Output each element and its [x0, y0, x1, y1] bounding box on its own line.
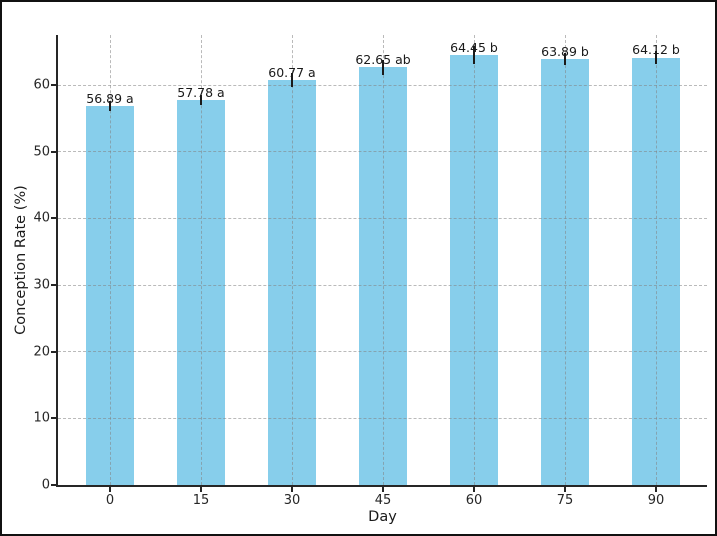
x-tick-mark: [291, 487, 293, 492]
y-tick-mark: [51, 150, 56, 153]
gridline-vertical: [200, 35, 202, 485]
bar-value-label: 64.12 b: [632, 42, 680, 58]
y-axis-spine: [56, 35, 58, 487]
y-tick-label: 40: [33, 210, 50, 226]
x-tick-label: 75: [556, 493, 574, 508]
x-tick-label: 90: [647, 493, 665, 508]
x-tick-mark: [200, 487, 202, 492]
y-tick-mark: [51, 284, 56, 286]
x-tick-label: 0: [105, 493, 115, 508]
x-tick-mark: [109, 487, 111, 492]
x-tick-mark: [382, 487, 384, 492]
bar-value-label: 60.77 a: [268, 64, 316, 80]
bar-value-label: 64.45 b: [450, 40, 498, 56]
bar-value-label: 63.89 b: [541, 43, 589, 59]
x-tick-mark: [473, 487, 475, 492]
y-tick-label: 60: [33, 77, 50, 93]
x-tick-label: 30: [283, 493, 301, 508]
x-axis-label: Day: [368, 509, 397, 525]
gridline-vertical: [564, 35, 566, 485]
error-bar: [473, 46, 475, 65]
y-tick-label: 50: [33, 144, 50, 160]
x-tick-mark: [564, 487, 566, 492]
x-tick-label: 15: [192, 493, 210, 508]
y-tick-mark: [51, 350, 56, 353]
plot-area: 56.89 a 57.78 a 60.77 a 62.65 ab 64.45 b 63.8…: [58, 35, 707, 485]
error-bar: [291, 73, 293, 87]
x-tick-mark: [655, 487, 657, 492]
gridline-vertical: [109, 35, 111, 485]
error-bar: [564, 53, 566, 66]
y-tick-label: 0: [41, 477, 50, 493]
y-tick-mark: [51, 484, 56, 486]
error-bar: [109, 100, 111, 111]
gridline-vertical: [382, 35, 384, 485]
y-tick-label: 10: [33, 410, 50, 426]
y-axis-label: Conception Rate (%): [13, 185, 29, 335]
error-bar: [382, 60, 384, 75]
x-axis-spine: [56, 485, 707, 487]
error-bar: [200, 94, 202, 105]
y-tick-label: 30: [33, 277, 50, 293]
y-tick-mark: [51, 217, 56, 220]
gridline-vertical: [655, 35, 657, 485]
bar-value-label: 57.78 a: [177, 84, 225, 100]
x-tick-label: 45: [374, 493, 392, 508]
bar-value-label: 62.65 ab: [355, 52, 411, 68]
gridline-vertical: [473, 35, 475, 485]
y-tick-mark: [51, 84, 56, 86]
error-bar: [655, 50, 657, 65]
y-tick-mark: [51, 417, 56, 420]
x-tick-label: 60: [465, 493, 483, 508]
gridline-vertical: [291, 35, 293, 485]
bar-value-label: 56.89 a: [86, 90, 134, 106]
y-tick-label: 20: [33, 344, 50, 360]
